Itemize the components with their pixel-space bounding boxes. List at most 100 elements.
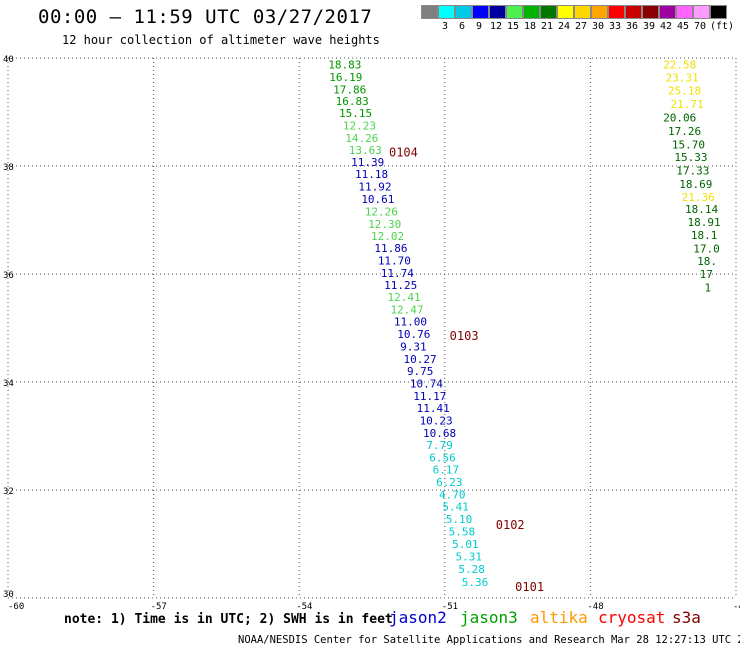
color-swatch (625, 5, 642, 19)
wave-height-value: 16.83 (336, 95, 369, 108)
y-tick-label: 34 (3, 379, 14, 389)
color-scale-label: 27 (575, 21, 588, 32)
time-label: 0104 (389, 146, 418, 160)
color-swatch (676, 5, 693, 19)
color-scale-unit: (ft) (710, 21, 735, 32)
wave-height-value: 17.86 (333, 83, 366, 96)
wave-height-value: 5.28 (458, 563, 485, 576)
wave-height-value: 11.25 (384, 279, 417, 292)
wave-height-value: 18.69 (679, 178, 712, 191)
color-swatch (642, 5, 659, 19)
color-swatch (540, 5, 557, 19)
wave-height-value: 11.17 (413, 390, 446, 403)
wave-height-value: 11.39 (351, 156, 384, 169)
footer-note: note: 1) Time is in UTC; 2) SWH is in fe… (64, 612, 393, 627)
wave-height-value: 12.30 (368, 218, 401, 231)
legend-item-cryosat: cryosat (598, 608, 666, 627)
time-label: 0102 (496, 518, 525, 532)
time-label: 0103 (450, 329, 479, 343)
y-tick-label: 38 (3, 163, 14, 173)
color-scale-label: 18 (524, 21, 537, 32)
wave-height-value: 5.41 (442, 501, 469, 514)
x-tick-label: -51 (442, 602, 458, 612)
y-tick-label: 30 (3, 590, 14, 600)
color-swatch (557, 5, 574, 19)
color-swatch (523, 5, 540, 19)
wave-height-value: 1 (704, 282, 711, 295)
wave-height-value: 10.74 (410, 378, 443, 391)
wave-height-color-scale (421, 5, 727, 19)
wave-height-value: 15.70 (672, 138, 705, 151)
wave-height-value: 7.79 (426, 439, 453, 452)
wave-height-value: 10.27 (404, 353, 437, 366)
wave-height-value: 21.71 (670, 98, 703, 111)
x-tick-label: -48 (587, 602, 603, 612)
color-swatch (438, 5, 455, 19)
wave-height-value: 17 (700, 268, 713, 281)
wave-height-value: 12.23 (343, 120, 376, 133)
wave-height-value: 23.31 (666, 71, 699, 84)
wave-height-value: 12.26 (365, 205, 398, 218)
wave-height-value: 18.83 (328, 58, 361, 71)
color-scale-label: 30 (592, 21, 605, 32)
wave-height-value: 5.01 (452, 538, 479, 551)
color-swatch (591, 5, 608, 19)
wave-height-value: 18.1 (691, 229, 718, 242)
color-scale-label: 70 (694, 21, 707, 32)
wave-height-value: 5.58 (449, 526, 476, 539)
color-swatch (710, 5, 727, 19)
credit-line: NOAA/NESDIS Center for Satellite Applica… (238, 634, 740, 646)
y-tick-label: 32 (3, 487, 14, 497)
wave-height-value: 16.19 (329, 71, 362, 84)
color-scale-label: 6 (459, 21, 466, 32)
time-label: 0101 (515, 580, 544, 594)
color-scale-label: 36 (626, 21, 639, 32)
wave-height-value: 18.14 (685, 203, 718, 216)
wave-height-value: 12.02 (371, 230, 404, 243)
wave-height-value: 15.15 (339, 107, 372, 120)
legend-item-s3a: s3a (672, 608, 701, 627)
wave-height-value: 25.18 (668, 84, 701, 97)
color-scale-label: 33 (609, 21, 622, 32)
wave-height-value: 6.56 (429, 452, 456, 465)
wave-height-value: 17.33 (676, 164, 709, 177)
wave-height-value: 10.68 (423, 427, 456, 440)
wave-height-value: 9.75 (407, 365, 434, 378)
wave-height-value: 5.10 (446, 513, 473, 526)
page-subtitle: 12 hour collection of altimeter wave hei… (62, 33, 380, 47)
x-tick-label: -54 (296, 602, 312, 612)
wave-height-value: 5.31 (455, 550, 482, 563)
wave-height-value: 17.0 (693, 243, 720, 256)
wave-height-value: 22.58 (663, 58, 696, 71)
color-swatch (693, 5, 710, 19)
legend-item-jason2: jason2 (389, 608, 447, 627)
wave-height-value: 9.31 (400, 340, 427, 353)
x-tick-label: -57 (151, 602, 167, 612)
wave-height-value: 11.41 (417, 402, 450, 415)
wave-height-value: 4.70 (439, 488, 466, 501)
wave-height-value: 10.61 (361, 193, 394, 206)
color-swatch (506, 5, 523, 19)
legend-item-altika: altika (530, 608, 588, 627)
color-scale-label: 42 (660, 21, 673, 32)
x-tick-label: -45 (733, 602, 740, 612)
color-swatch (455, 5, 472, 19)
wave-height-value: 6.17 (433, 463, 460, 476)
color-scale-label: 3 (442, 21, 449, 32)
wave-height-value: 11.86 (374, 242, 407, 255)
wave-height-value: 18.91 (687, 216, 720, 229)
wave-height-value: 18. (697, 255, 717, 268)
wave-height-value: 11.00 (394, 316, 427, 329)
wave-height-value: 12.41 (388, 291, 421, 304)
color-scale-label: 9 (476, 21, 483, 32)
wave-height-value: 6.23 (436, 476, 463, 489)
x-tick-label: -60 (8, 602, 24, 612)
wave-height-value: 10.76 (397, 328, 430, 341)
wave-height-value: 5.36 (462, 576, 489, 589)
wave-height-value: 15.33 (674, 151, 707, 164)
page-title: 00:00 – 11:59 UTC 03/27/2017 (38, 6, 373, 28)
wave-height-value: 11.70 (378, 255, 411, 268)
color-swatch (421, 5, 438, 19)
color-swatch (489, 5, 506, 19)
